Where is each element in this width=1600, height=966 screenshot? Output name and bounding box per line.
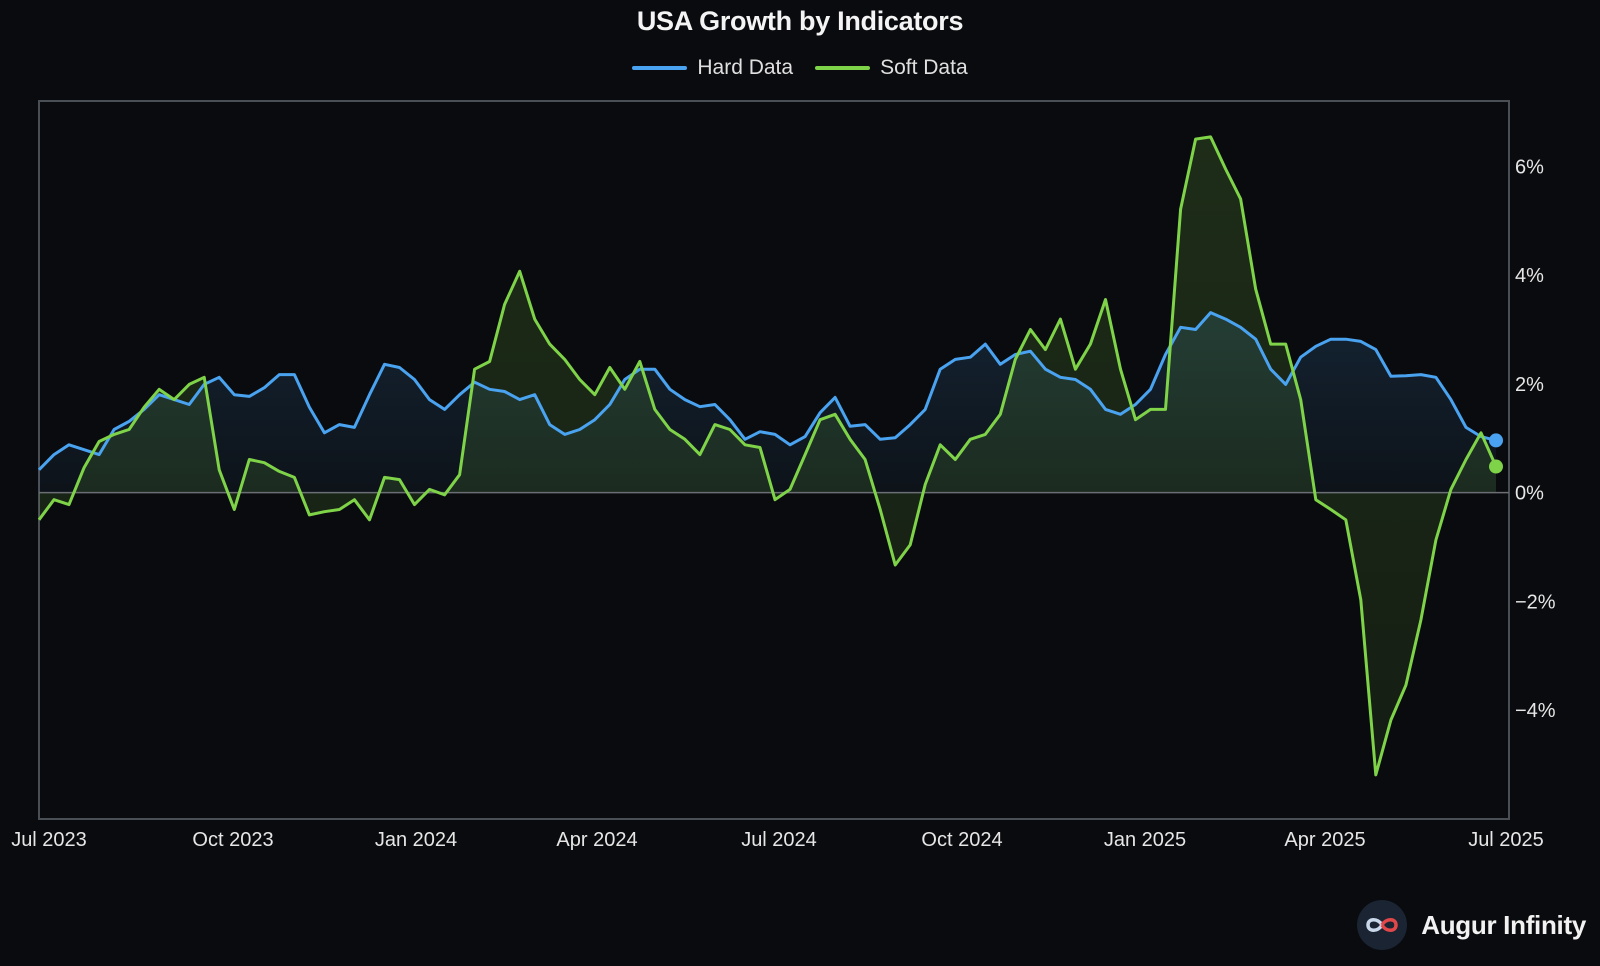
legend-swatch-soft-data — [815, 66, 871, 70]
y-tick-label: 2% — [1515, 374, 1544, 396]
plot-area-border — [38, 100, 1510, 820]
series-line-hard-data[interactable] — [37, 311, 1497, 471]
x-tick-label: Jul 2024 — [741, 829, 817, 851]
brand: Augur Infinity — [1357, 900, 1586, 950]
y-tick-label: −4% — [1515, 700, 1556, 722]
x-tick-label: Oct 2023 — [192, 829, 273, 851]
x-tick-label: Jul 2023 — [11, 829, 87, 851]
x-tick-label: Jul 2025 — [1468, 829, 1544, 851]
infinity-logo-icon — [1357, 900, 1408, 950]
legend-item-soft-data[interactable]: Soft Data — [815, 56, 968, 80]
legend-label-hard-data: Hard Data — [697, 56, 794, 79]
last-point-marker-soft-data[interactable] — [1489, 459, 1503, 474]
x-tick-label: Apr 2025 — [1284, 829, 1365, 851]
y-tick-label: −2% — [1515, 591, 1556, 613]
legend-label-soft-data: Soft Data — [880, 56, 968, 79]
area-fill-soft-data — [39, 136, 1496, 775]
y-tick-label: 6% — [1515, 156, 1544, 178]
legend-item-hard-data[interactable]: Hard Data — [632, 56, 793, 80]
legend: Hard Data Soft Data — [0, 56, 1600, 80]
x-tick-label: Jan 2024 — [375, 829, 457, 851]
legend-swatch-hard-data — [632, 66, 688, 70]
y-tick-label: 4% — [1515, 265, 1544, 287]
last-point-marker-hard-data[interactable] — [1489, 433, 1503, 448]
brand-name: Augur Infinity — [1421, 909, 1586, 940]
x-tick-label: Oct 2024 — [921, 829, 1002, 851]
y-tick-label: 0% — [1515, 483, 1544, 505]
chart-title: USA Growth by Indicators — [636, 6, 964, 36]
series-line-soft-data[interactable] — [37, 135, 1498, 777]
x-tick-label: Jan 2025 — [1104, 829, 1186, 851]
x-tick-label: Apr 2024 — [556, 829, 637, 851]
